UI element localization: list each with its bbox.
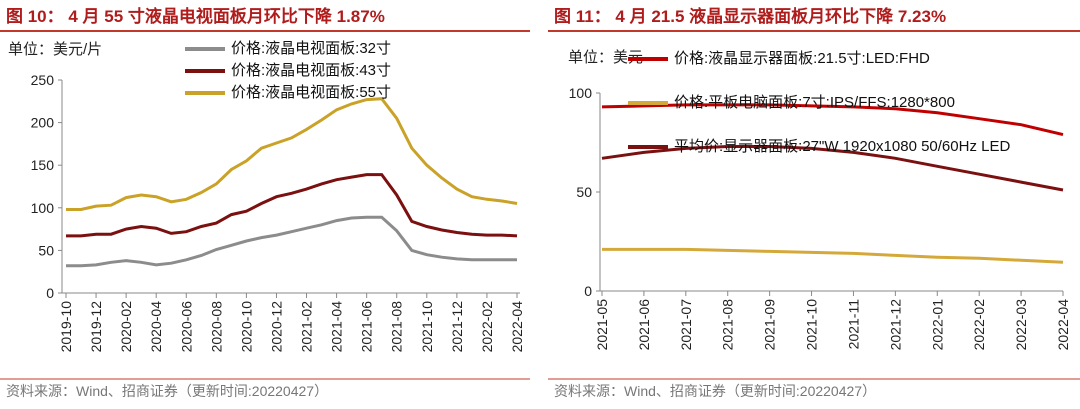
legend-item: 价格:液晶电视面板:32寸 [185,40,391,58]
x-tick-label: 2020-10 [238,301,254,353]
x-tick-label: 2022-02 [479,301,495,353]
series-line [66,215,517,268]
x-tick-label: 2021-10 [419,301,435,353]
legend-label: 平均价:显示器面板:27"W 1920x1080 50/60Hz LED [674,138,1011,155]
legend-item: 价格:液晶电视面板:43寸 [185,62,391,80]
x-tick-label: 2021-09 [762,299,778,351]
x-tick-label: 2021-08 [389,301,405,353]
x-tick-label: 2022-04 [1055,299,1071,351]
x-tick-label: 2021-12 [449,301,465,353]
x-tick-label: 2020-12 [268,301,284,353]
x-tick-label: 2020-04 [148,301,164,353]
x-tick-label: 2021-04 [329,301,345,353]
x-tick-label: 2021-06 [636,299,652,351]
x-tick-label: 2022-04 [509,301,525,353]
x-tick-label: 2021-06 [359,301,375,353]
y-tick-label: 50 [38,242,54,258]
series-line [66,173,518,238]
y-tick-label: 0 [584,283,592,299]
legend-label: 价格:液晶显示器面板:21.5寸:LED:FHD [674,50,930,67]
legend-label: 价格:液晶电视面板:32寸 [231,40,392,57]
legend-swatch [628,101,668,105]
x-tick-label: 2022-02 [971,299,987,351]
legend-item: 价格:液晶显示器面板:21.5寸:LED:FHD [628,50,930,68]
y-tick-label: 50 [576,184,592,200]
x-tick-label: 2021-05 [594,299,610,351]
x-tick-label: 2021-11 [845,299,861,350]
x-tick-label: 2019-12 [88,301,104,353]
source-note: 资料来源：Wind、招商证券（更新时间:20220427） [554,383,876,399]
x-tick-label: 2022-01 [929,299,945,351]
x-tick-label: 2020-02 [118,301,134,353]
chart-title: 图 10： 4 月 55 寸液晶电视面板月环比下降 1.87% [6,6,385,26]
chart-title: 图 11： 4 月 21.5 液晶显示器面板月环比下降 7.23% [554,6,946,26]
source-note: 资料来源：Wind、招商证券（更新时间:20220427） [6,383,328,399]
series-line [66,97,518,211]
legend-swatch [185,69,225,73]
y-tick-label: 250 [31,72,55,88]
y-tick-label: 0 [46,285,54,301]
y-tick-label: 100 [31,200,55,216]
x-tick-label: 2019-10 [58,301,74,353]
x-tick-label: 2021-12 [887,299,903,351]
y-axis-unit: 单位：美元 [568,49,643,66]
legend-swatch [185,91,225,95]
x-tick-label: 2021-07 [678,299,694,351]
y-tick-label: 200 [31,115,55,131]
x-tick-label: 2022-03 [1013,299,1029,351]
x-tick-label: 2021-02 [299,301,315,353]
legend-label: 价格:液晶电视面板:55寸 [231,84,392,101]
series-line [601,145,1064,192]
y-tick-label: 100 [569,85,593,101]
legend-item: 价格:液晶电视面板:55寸 [185,84,391,102]
legend-swatch [628,145,668,149]
x-tick-label: 2021-08 [720,299,736,351]
x-tick-label: 2020-08 [208,301,224,353]
legend-swatch [185,47,225,51]
y-tick-label: 150 [31,157,55,173]
legend-label: 价格:液晶电视面板:43寸 [231,62,392,79]
y-axis-unit: 单位：美元/片 [8,41,102,58]
series-line [601,103,1064,137]
legend-item: 价格:平板电脑面板:7寸:IPS/FFS:1280*800 [628,94,955,112]
legend-label: 价格:平板电脑面板:7寸:IPS/FFS:1280*800 [674,94,955,111]
x-tick-label: 2020-06 [178,301,194,353]
x-tick-label: 2021-10 [804,299,820,351]
legend-item: 平均价:显示器面板:27"W 1920x1080 50/60Hz LED [628,138,1010,156]
series-line [602,247,1064,264]
legend-swatch [628,57,668,61]
